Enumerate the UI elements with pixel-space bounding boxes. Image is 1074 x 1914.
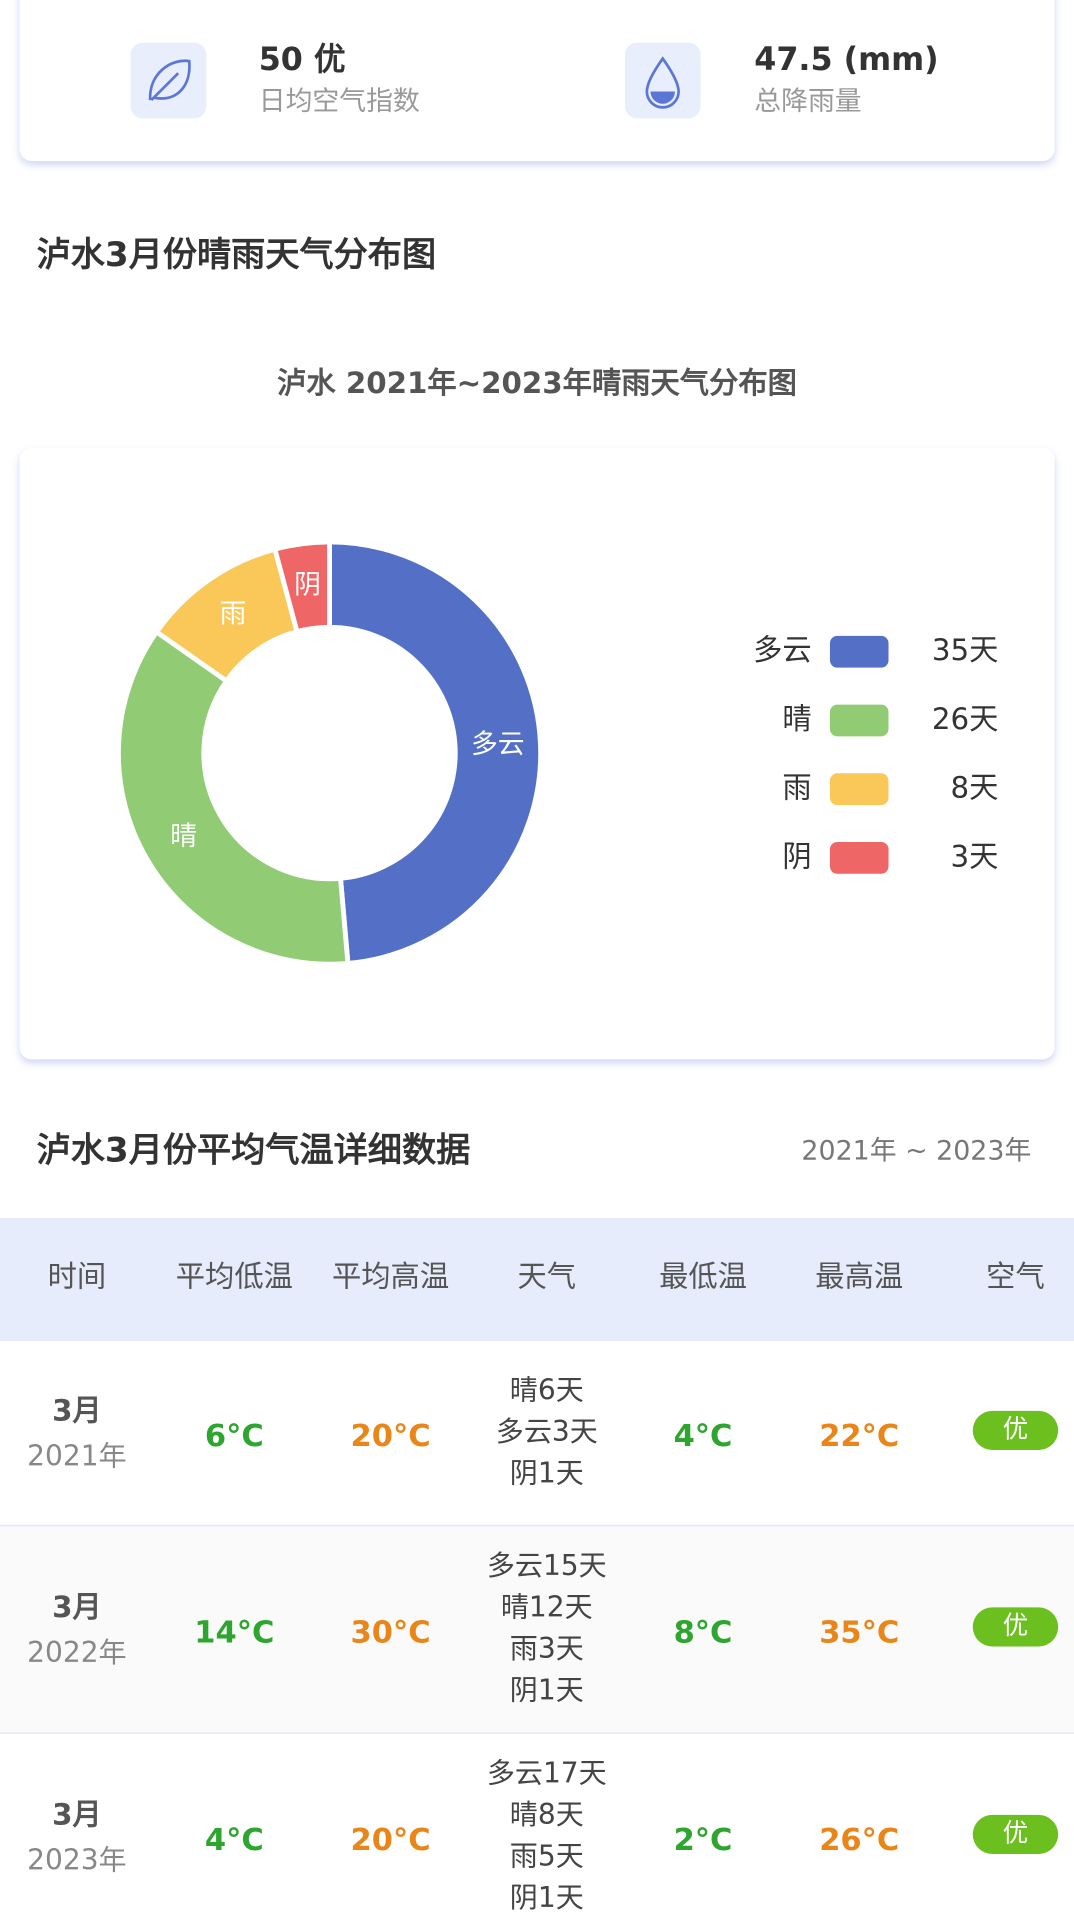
table-row [0,1733,1074,1914]
weather-line: 多云17天 [487,1757,607,1790]
column-header: 空气 [986,1259,1045,1293]
slice-label: 阴 [294,570,321,601]
month: 3月 [52,1798,102,1832]
year: 2021年 [27,1439,126,1472]
section-title: 泸水3月份平均气温详细数据 [37,1131,471,1171]
avg-low: 4°C [205,1823,264,1858]
legend-value: 3天 [950,839,998,873]
column-header: 平均高温 [332,1259,449,1293]
stat-label: 日均空气指数 [259,86,420,117]
column-header: 平均低温 [176,1259,293,1293]
stats-card [19,0,1055,162]
avg-high: 30°C [351,1616,431,1651]
avg-low: 6°C [205,1419,264,1454]
leaf-icon-bg [130,42,207,119]
min-temp: 4°C [674,1419,733,1454]
legend-label: 雨 [782,771,811,805]
legend-label: 多云 [753,633,812,667]
min-temp: 8°C [674,1616,733,1651]
column-header: 最高温 [815,1259,903,1293]
weather-line: 多云15天 [487,1549,607,1582]
legend-swatch [829,842,889,874]
drop-fill [650,91,675,104]
slice-label: 雨 [219,599,246,630]
legend-value: 26天 [932,702,999,736]
leaf-icon [148,59,191,102]
avg-high: 20°C [351,1823,431,1858]
air-quality: 优 [1003,1414,1029,1444]
drop-icon [645,56,680,109]
month: 3月 [52,1590,102,1624]
slice-label: 多云 [471,729,525,760]
air-badge [972,1410,1059,1450]
section-title: 泸水3月份晴雨天气分布图 [37,235,437,275]
air-badge [972,1814,1059,1854]
drop-icon-bg [624,42,701,119]
weather-line: 多云3天 [496,1415,598,1448]
legend-label: 晴 [782,702,811,736]
date-range: 2021年 ~ 2023年 [801,1136,1031,1167]
table-row [0,1525,1074,1734]
max-temp: 26°C [819,1823,899,1858]
year: 2022年 [27,1636,126,1669]
max-temp: 22°C [819,1419,899,1454]
table: 时间 平均低温 平均高温 天气 最低温 最高温 空气 3月 2021年 6°C 20°C 4°C 22°… [0,1259,1074,1914]
weather-line: 雨5天 [510,1840,584,1873]
weather-line: 阴1天 [510,1674,584,1707]
table-row [0,1340,1074,1526]
column-header: 最低温 [659,1259,747,1293]
weather-line: 阴1天 [510,1456,584,1489]
stat-label: 总降雨量 [754,86,861,117]
legend-swatch [829,773,889,806]
slice-label: 晴 [170,821,197,852]
weather-line: 阴1天 [510,1881,584,1914]
column-header: 天气 [518,1259,577,1293]
weather-line: 晴6天 [510,1373,584,1406]
avg-low: 14°C [194,1616,274,1651]
legend-swatch [829,635,889,668]
legend-label: 阴 [782,839,811,873]
column-header: 时间 [48,1259,107,1293]
year: 2023年 [27,1843,126,1876]
chart-title: 泸水 2021年~2023年晴雨天气分布图 [277,366,797,400]
legend-swatch [829,704,889,737]
max-temp: 35°C [819,1616,899,1651]
air-quality: 优 [1003,1611,1029,1641]
stat-value: 50 优 [259,42,346,78]
legend-value: 8天 [950,771,998,805]
air-quality: 优 [1003,1818,1029,1848]
weather-line: 雨3天 [510,1632,584,1665]
month: 3月 [52,1394,102,1428]
pie-slice [327,539,544,966]
weather-line: 晴8天 [510,1798,584,1831]
legend-value: 35天 [932,633,999,667]
min-temp: 2°C [674,1823,733,1858]
weather-line: 晴12天 [501,1591,593,1624]
pie-slice [115,629,351,967]
stat-value: 47.5 (mm) [754,42,938,78]
table-header [0,1218,1074,1341]
air-badge [972,1607,1059,1647]
pie-slice [272,539,332,635]
avg-high: 20°C [351,1419,431,1454]
